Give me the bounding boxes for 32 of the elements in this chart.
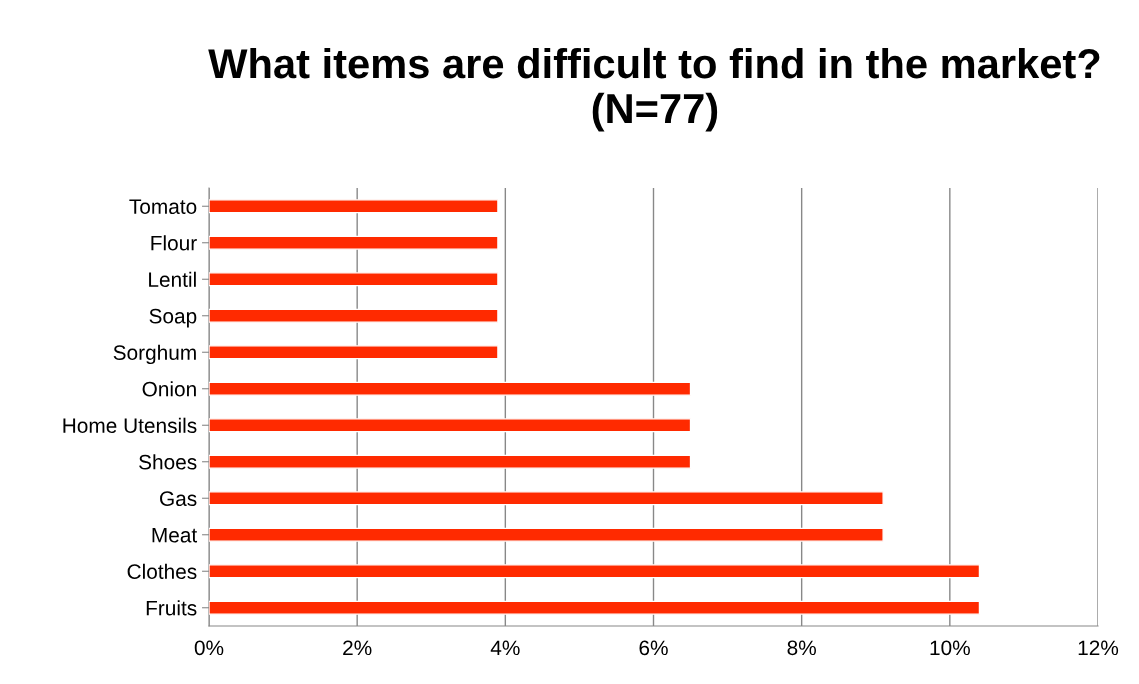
bar xyxy=(209,235,499,250)
y-tick-label: Fruits xyxy=(146,600,197,616)
y-tick-label: Gas xyxy=(160,491,197,506)
bar xyxy=(209,454,692,469)
bar xyxy=(209,527,884,542)
bar xyxy=(209,491,884,506)
bar xyxy=(209,600,981,615)
x-tick-label: 6% xyxy=(639,640,668,656)
x-tick-label: 0% xyxy=(194,640,224,656)
bar xyxy=(209,272,499,287)
y-tick-label: Clothes xyxy=(127,563,197,579)
y-tick-label: Tomato xyxy=(129,199,197,214)
y-tick-label: Lentil xyxy=(149,271,196,287)
bar xyxy=(209,199,499,214)
x-tick-label: 10% xyxy=(930,640,970,656)
x-tick-label: 4% xyxy=(490,640,520,656)
y-tick-label: Soap xyxy=(149,308,197,328)
y-tick-label: Home Utensils xyxy=(63,417,197,433)
y-tick-label: Meat xyxy=(152,527,198,543)
x-tick-label: 12% xyxy=(1078,640,1119,656)
x-tick-label: 8% xyxy=(787,640,816,656)
y-tick-label: Sorghum xyxy=(113,344,196,365)
bar xyxy=(209,308,499,323)
x-tick-label: 2% xyxy=(343,640,372,656)
y-tick-label: Flour xyxy=(151,235,197,251)
y-tick-label: Shoes xyxy=(139,454,197,470)
bar xyxy=(209,418,692,433)
bar xyxy=(209,345,499,360)
chart-title: What items are difficult to find in the market? (N=77) xyxy=(208,47,1100,132)
y-tick-label: Onion xyxy=(142,381,196,397)
bar xyxy=(209,381,692,396)
bar xyxy=(209,564,981,579)
